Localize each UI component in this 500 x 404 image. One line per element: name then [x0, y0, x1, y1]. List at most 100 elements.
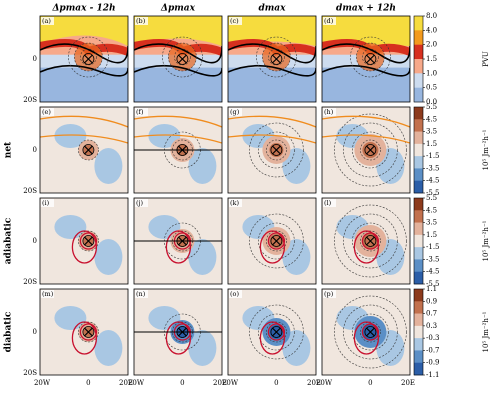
panel-label: (m)	[42, 290, 54, 298]
center-ring	[82, 53, 95, 65]
contour	[228, 43, 316, 64]
contour	[134, 64, 222, 77]
contour	[134, 134, 222, 144]
colorbar-segment	[414, 271, 423, 285]
colorbar-segment	[414, 180, 423, 194]
contour	[228, 134, 316, 144]
y-tick-label: 20S	[23, 96, 37, 104]
panel-label: (p)	[324, 290, 334, 298]
colorbar-tick-label: -1.5	[426, 152, 440, 160]
contour	[352, 313, 389, 351]
contour	[74, 42, 103, 72]
x-tick-label: 20W	[128, 379, 145, 387]
center-cross	[83, 145, 93, 155]
panel-frame	[39, 106, 129, 194]
panel	[134, 289, 222, 375]
panel-label-bg	[135, 290, 148, 298]
field	[356, 43, 385, 71]
contour	[249, 304, 304, 360]
colorbar-segment	[414, 143, 423, 157]
colorbar-tick-label: 1.1	[426, 285, 437, 293]
panel-label: (h)	[324, 108, 334, 116]
contour	[40, 43, 128, 64]
contour	[174, 48, 191, 66]
field	[188, 239, 217, 275]
colorbar-tick-label: 1.5	[426, 140, 437, 148]
colorbar-tick-label: -1.5	[426, 243, 440, 251]
panel	[322, 289, 410, 375]
colorbar-segment	[414, 44, 423, 60]
colorbar-tick-label: 0.5	[426, 84, 437, 92]
field	[282, 239, 311, 275]
colorbar-frame	[413, 106, 424, 194]
contour	[322, 64, 410, 77]
center-ring	[270, 326, 283, 338]
field	[40, 16, 128, 46]
colorbar-frame	[413, 288, 424, 376]
column-title: Δpmax - 12h	[51, 4, 115, 14]
panel	[40, 107, 128, 193]
center-cross	[365, 327, 375, 337]
center-cross	[271, 54, 281, 64]
colorbar-tick-label: 3.5	[426, 128, 437, 136]
contour	[71, 230, 98, 264]
panel-label-bg	[229, 199, 242, 207]
contour	[258, 131, 295, 169]
field	[168, 43, 197, 71]
colorbar-tick-label: 3.5	[426, 219, 437, 227]
contour	[79, 323, 98, 341]
colorbar-segment	[414, 301, 423, 314]
y-tick-label: 20S	[23, 278, 37, 286]
y-tick-label: 0	[33, 237, 37, 245]
contour	[267, 323, 286, 341]
colorbar-tick-label: -1.1	[426, 371, 440, 379]
panel-label: (i)	[42, 199, 50, 207]
panel	[40, 289, 128, 375]
colorbar-tick-label: 0.7	[426, 310, 437, 318]
x-tick-label: 20E	[401, 379, 415, 387]
colorbar-tick-label: 4.5	[426, 206, 437, 214]
panel-label: (f)	[136, 108, 144, 116]
row-label: net	[4, 141, 14, 158]
colorbar-tick-label: 2.0	[426, 41, 437, 49]
contour	[40, 134, 128, 144]
colorbar-tick-label: 0.9	[426, 297, 437, 305]
panel-label: (k)	[230, 199, 239, 207]
panel-label-bg	[323, 290, 336, 298]
panel-label: (l)	[324, 199, 332, 207]
colorbar-segment	[414, 350, 423, 364]
center-ring	[82, 235, 95, 247]
center-ring	[176, 326, 189, 338]
colorbar-tick-label: -4.5	[426, 177, 440, 185]
colorbar-segment	[414, 30, 423, 45]
colorbar-tick-label: -0.7	[426, 346, 440, 354]
contour	[71, 321, 98, 355]
colorbar-label: 10⁵ Jm⁻²h⁻¹	[482, 311, 490, 352]
colorbar-segment	[414, 338, 423, 351]
center-cross	[83, 236, 93, 246]
contour	[267, 232, 286, 250]
contour	[165, 321, 192, 355]
colorbar-segment	[414, 59, 423, 74]
panel-label: (o)	[230, 290, 239, 298]
colorbar-tick-label: 5.5	[426, 103, 437, 111]
field	[94, 148, 123, 184]
colorbar-segment	[414, 222, 423, 236]
colorbar-segment	[414, 156, 423, 169]
colorbar-segment	[414, 234, 423, 248]
row-label: adiabatic	[4, 217, 14, 264]
center-ring	[364, 326, 377, 338]
contour	[134, 115, 222, 128]
panel-label-bg	[135, 17, 148, 25]
center-cross	[271, 236, 281, 246]
panel-label-bg	[41, 199, 54, 207]
panel	[322, 107, 410, 193]
field	[188, 330, 217, 366]
contour	[352, 222, 389, 260]
panel-label: (j)	[136, 199, 144, 207]
center-cross	[177, 236, 187, 246]
panel	[228, 16, 316, 102]
center-ring	[270, 235, 283, 247]
colorbar-tick-label: -3.5	[426, 164, 440, 172]
